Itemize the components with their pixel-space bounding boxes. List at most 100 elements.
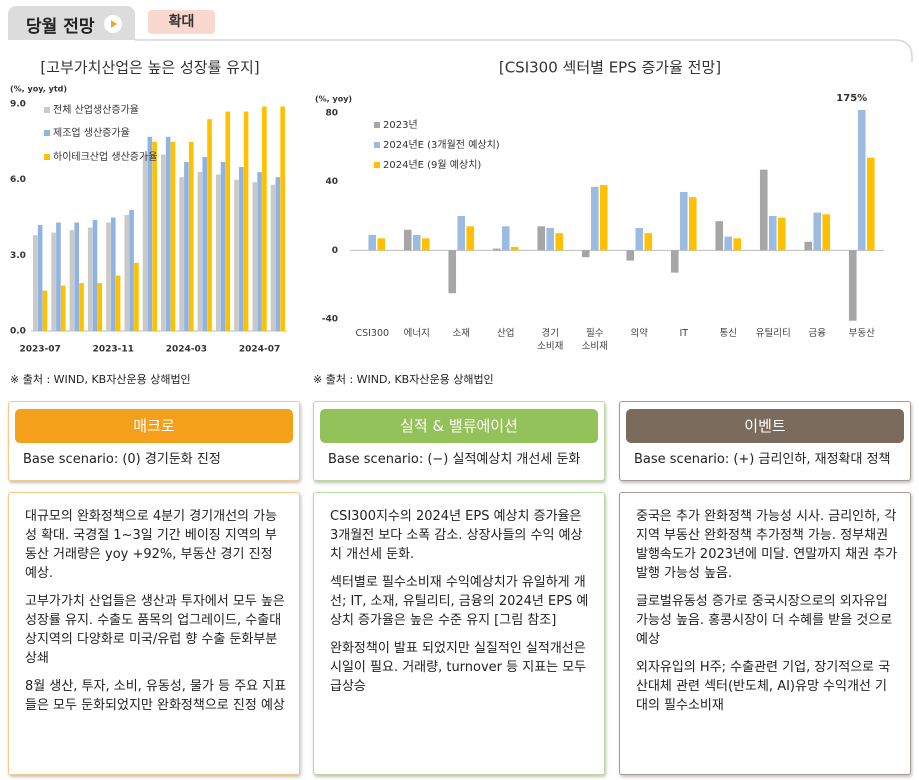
zoom-button[interactable]: 확대 [148, 10, 215, 34]
bar [626, 250, 635, 261]
x-tick-label: 금융 [808, 328, 826, 339]
bar [813, 212, 822, 251]
y-tick-label: 0 [332, 246, 338, 256]
legend-label: 하이테크산업 생산증가율 [53, 150, 157, 163]
bar [688, 197, 697, 251]
legend-swatch [44, 154, 50, 160]
bar [368, 234, 377, 251]
bar [42, 290, 48, 331]
annotation: 175% [836, 93, 867, 104]
legend-label: 제조업 생산증가율 [53, 126, 130, 139]
legend-swatch [44, 107, 50, 113]
bar [733, 238, 742, 251]
paragraph: 섹터별로 필수소비재 수익예상치가 유일하게 개선; IT, 소재, 유틸리티,… [330, 575, 589, 628]
bar [202, 156, 208, 331]
bar [262, 106, 267, 332]
bar [501, 226, 510, 251]
scenario: Base scenario: (+) 금리인하, 재정확대 정책 [634, 452, 891, 467]
panel-border [135, 39, 913, 62]
legend-label: 2024년E (3개월전 예상치) [383, 139, 500, 151]
bar [679, 191, 688, 251]
x-tick-label: 산업 [497, 328, 515, 339]
bar [804, 241, 813, 251]
bar [275, 177, 281, 331]
x-tick-label: 경기 소비재 [537, 328, 564, 352]
bar [234, 179, 239, 331]
y-tick-label: 80 [325, 109, 338, 119]
bar [129, 209, 134, 331]
x-tick-label: 2024-07 [239, 345, 280, 355]
bar [215, 174, 221, 331]
column-body: CSI300지수의 2024년 EPS 예상치 증가율은 3개월전 보다 소폭 … [314, 493, 604, 696]
bar [421, 238, 430, 251]
bar [124, 214, 130, 331]
column-title: 실적 & 밸류에이션 [320, 409, 598, 443]
x-tick-label: 부동산 [848, 328, 875, 339]
bar [777, 217, 786, 251]
chart-title: [CSI300 섹터별 EPS 증가율 전망] [499, 59, 721, 77]
bar [188, 141, 194, 331]
bar [179, 177, 184, 331]
bar [257, 172, 262, 331]
bar [457, 216, 466, 251]
y-tick-label: 6.0 [10, 175, 26, 185]
source: ※ 출처 : WIND, KB자산운용 상해법인 [10, 373, 191, 386]
bar [165, 136, 171, 331]
x-tick-label: 2024-03 [166, 345, 207, 355]
legend-swatch [374, 122, 380, 128]
bar [37, 225, 43, 331]
play-icon[interactable] [104, 15, 122, 33]
bar [759, 169, 768, 251]
bar [715, 221, 724, 251]
bar [412, 234, 421, 251]
column-header-box: 실적 & 밸류에이션 Base scenario: (−) 실적예상치 개선세 둔… [313, 401, 605, 481]
y-tick-label: 9.0 [10, 100, 26, 110]
bar [197, 172, 203, 331]
bar [106, 222, 111, 331]
bar [590, 186, 599, 251]
paragraph: 8월 생산, 투자, 소비, 유동성, 물가 등 주요 지표들은 모두 둔화되었… [25, 679, 287, 713]
column-body: 대규모의 완화정책으로 4분기 경기개선의 가능성 확대. 국경절 1~3일 기… [9, 493, 299, 715]
bar [252, 182, 258, 331]
bar [33, 235, 38, 331]
bar [822, 214, 831, 251]
x-tick-label: 의약 [630, 328, 648, 339]
source: ※ 출처 : WIND, KB자산운용 상해법인 [313, 373, 494, 386]
x-tick-label: IT [679, 328, 689, 339]
chart-title: [고부가치산업은 높은 성장률 유지] [40, 59, 259, 77]
bar [670, 250, 679, 273]
bar [110, 217, 116, 331]
bar [403, 229, 412, 251]
bar [848, 250, 857, 321]
column-body-box: CSI300지수의 2024년 EPS 예상치 증가율은 3개월전 보다 소폭 … [313, 492, 605, 775]
y-tick-label: 3.0 [10, 251, 26, 261]
bar [97, 283, 103, 331]
legend-swatch [374, 142, 380, 148]
column-body: 중국은 추가 완화정책 가능성 시사. 금리인하, 각 지역 부동산 완화정책 … [620, 493, 910, 715]
bar [238, 167, 244, 331]
bar [555, 233, 564, 251]
bar [243, 111, 249, 331]
bar [142, 154, 148, 331]
paragraph: 글로벌유동성 증가로 중국시장으로의 외자유입 가능성 높음. 홍콩시장이 더 … [636, 594, 893, 647]
paragraph: 대규모의 완화정책으로 4분기 경기개선의 가능성 확대. 국경절 1~3일 기… [25, 509, 278, 581]
tab[interactable]: 당월 전망 [8, 6, 135, 40]
x-tick-label: 2023-07 [19, 345, 60, 355]
paragraph: CSI300지수의 2024년 EPS 예상치 증가율은 3개월전 보다 소폭 … [330, 509, 583, 562]
bar [115, 275, 121, 331]
bar [152, 141, 157, 331]
x-tick-label: 소재 [452, 328, 470, 339]
scenario: Base scenario: (0) 경기둔화 진정 [23, 452, 221, 467]
paragraph: 외자유입의 H주; 수출관련 기업, 장기적으로 국산대체 관련 섹터(반도체,… [636, 660, 891, 713]
x-tick-label: 통신 [719, 328, 737, 339]
bar [546, 228, 555, 251]
bar [466, 226, 475, 251]
bar [161, 154, 166, 331]
column-body-box: 대규모의 완화정책으로 4분기 경기개선의 가능성 확대. 국경절 1~3일 기… [8, 492, 300, 775]
bar [599, 185, 608, 251]
scenario: Base scenario: (−) 실적예상치 개선세 둔화 [328, 452, 581, 467]
bar [448, 250, 457, 294]
x-tick-label: 2023-11 [93, 345, 134, 355]
bar [644, 233, 653, 251]
